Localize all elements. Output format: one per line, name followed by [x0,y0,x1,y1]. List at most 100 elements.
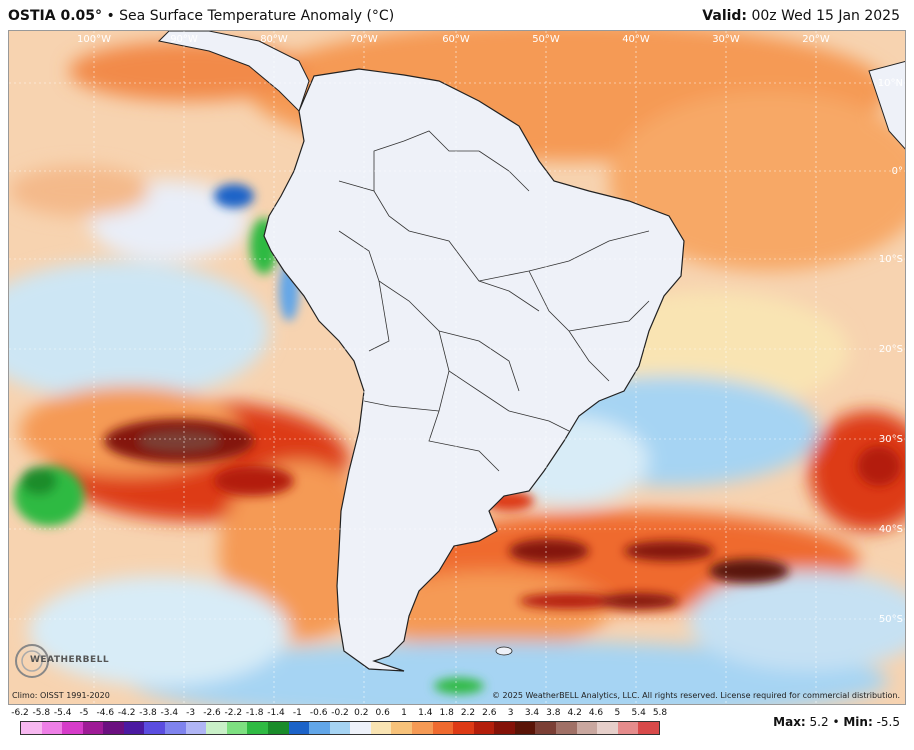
colorbar-label: -3.8 [139,708,157,718]
colorbar-label: -1.8 [245,708,264,718]
colorbar-label: -3.4 [160,708,179,718]
colorbar-label: 1.4 [418,708,433,718]
longitude-label: 50°W [532,34,560,45]
longitude-label: 90°W [170,34,198,45]
colorbar-label: -4.6 [96,708,115,718]
colorbar-label: -6.2 [11,708,29,718]
south-america-landmass [263,68,685,672]
weatherbell-logo: WEATHERBELL [12,641,109,681]
map-subtitle: • Sea Surface Temperature Anomaly (°C) [102,8,395,24]
colorbar-label: 1 [401,708,407,718]
latitude-label: 20°S [879,344,903,355]
central-america [157,31,310,112]
colorbar-label: -4.2 [117,708,136,718]
colorbar-swatch [535,722,557,734]
colorbar-label: -2.6 [203,708,221,718]
colorbar-swatch [309,722,330,734]
longitude-label: 80°W [260,34,288,45]
colorbar-swatch [432,722,454,734]
map-title: OSTIA 0.05° • Sea Surface Temperature An… [8,8,394,24]
colorbar-swatch [411,722,433,734]
colorbar-swatch [267,722,289,734]
colorbar-swatch [226,722,248,734]
colorbar-label: 2.6 [482,708,497,718]
colorbar-swatch [103,722,124,734]
latitude-label: 0° [892,166,903,177]
sst-anomaly-map[interactable]: 100°W 90°W 80°W 70°W 60°W 50°W 40°W 30°W 20°W 10… [8,30,906,705]
valid-time: Valid: 00z Wed 15 Jan 2025 [702,8,900,24]
colorbar-label: -3 [186,708,196,718]
colorbar-swatch [350,722,371,734]
latitude-labels: 10°N 0° 10°S 20°S 30°S 40°S 50°S [878,78,903,625]
colorbar-swatch [638,722,659,734]
latitude-label: 10°N [878,78,903,89]
colorbar-swatch [41,722,63,734]
climo-note: Climo: OISST 1991-2020 [12,691,110,700]
colorbar-swatch [597,722,618,734]
longitude-label: 20°W [802,34,830,45]
colorbar-label: -0.2 [331,708,349,718]
max-value: 5.2 [805,715,829,729]
colorbar-label: 3.8 [546,708,561,718]
colorbar-label: 4.2 [567,708,582,718]
colorbar-swatch [391,722,412,734]
colorbar-label: -2.2 [224,708,243,718]
colorbar-swatch [556,722,577,734]
anomaly-extremes [14,184,901,694]
model-name: OSTIA 0.05 [8,8,95,24]
colorbar [20,721,660,735]
colorbar-swatch [576,722,598,734]
colorbar-label: 5.4 [631,708,646,718]
longitude-label: 100°W [77,34,111,45]
colorbar-label: 1.8 [439,708,454,718]
colorbar-label: 0.6 [375,708,390,718]
longitude-label: 40°W [622,34,650,45]
latitude-label: 50°S [879,614,903,625]
colorbar-swatch [494,722,515,734]
colorbar-swatch [247,722,268,734]
colorbar-swatch [288,722,310,734]
longitude-label: 70°W [350,34,378,45]
colorbar-swatch [453,722,474,734]
map-canvas: 100°W 90°W 80°W 70°W 60°W 50°W 40°W 30°W 20°W 10… [9,31,905,704]
colorbar-label: -1 [292,708,302,718]
colorbar-swatch [473,722,495,734]
colorbar-swatch [21,722,42,734]
colorbar-label: 2.2 [460,708,476,718]
country-borders [338,130,650,472]
valid-value: 00z Wed 15 Jan 2025 [747,8,900,24]
africa-coast [868,61,905,150]
valid-label: Valid: [702,8,748,24]
degree-symbol: ° [95,8,102,24]
colorbar-label: 4.6 [588,708,604,718]
min-label: Min: [843,715,873,729]
colorbar-label: -1.4 [267,708,285,718]
colorbar-label: 0.2 [354,708,369,718]
longitude-labels: 100°W 90°W 80°W 70°W 60°W 50°W 40°W 30°W 20°W [77,34,830,45]
latitude-label: 30°S [879,434,903,445]
header: OSTIA 0.05° • Sea Surface Temperature An… [0,0,914,30]
colorbar-swatch [329,722,351,734]
colorbar-label: -5.8 [32,708,51,718]
colorbar-swatch [206,722,227,734]
colorbar-swatch [370,722,392,734]
falkland-islands [495,646,513,656]
colorbar-labels: -6.2 -5.8 -5.4 -5 -4.6 -4.2 -3.8 -3.4 -3 -2.6 -2.2… [11,708,668,720]
colorbar-label: 3 [507,708,514,718]
logo-emblem [15,644,49,678]
max-min-separator: • [828,715,844,729]
latitude-label: 10°S [879,254,903,265]
colorbar-swatch [62,722,83,734]
colorbar-label: -5.4 [53,708,72,718]
colorbar-swatch [185,722,207,734]
max-min-readout: Max: 5.2 • Min: -5.5 [773,715,900,729]
longitude-label: 60°W [442,34,470,45]
min-value: -5.5 [872,715,900,729]
colorbar-swatch [514,722,536,734]
colorbar-label: 3.4 [524,708,540,718]
colorbar-label: 5.8 [652,708,668,718]
copyright-notice: © 2025 WeatherBELL Analytics, LLC. All r… [492,691,900,700]
colorbar-swatch [144,722,166,734]
colorbar-label: -0.6 [309,708,328,718]
logo-text: WEATHERBELL [30,655,110,665]
